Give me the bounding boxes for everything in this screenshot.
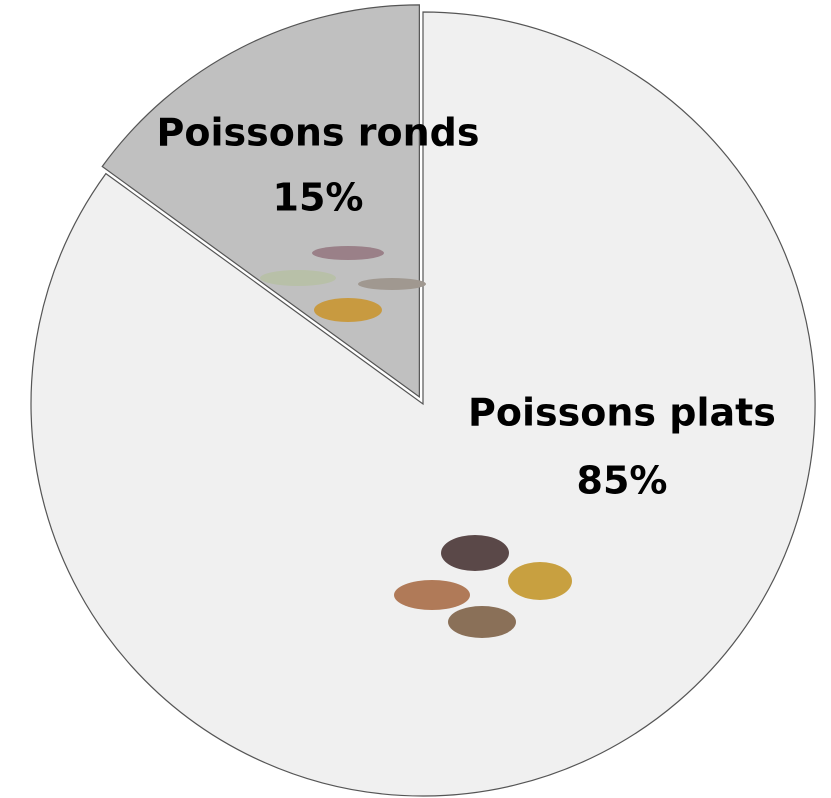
value-label: 15% — [273, 176, 364, 220]
fish-icon — [441, 535, 509, 571]
fish-icon — [394, 580, 470, 610]
fish-icon — [508, 562, 572, 600]
slice-label: Poissons ronds — [157, 111, 480, 155]
fish-icon — [448, 606, 516, 638]
fish-icon — [312, 246, 384, 260]
fish-icon — [358, 278, 426, 290]
slice-label: Poissons plats — [468, 391, 776, 435]
value-label: 85% — [577, 459, 668, 503]
chart: Poissons plats 85% Poissons ronds 15% — [0, 0, 831, 798]
fish-icon — [260, 270, 336, 286]
fish-icon — [314, 298, 382, 322]
